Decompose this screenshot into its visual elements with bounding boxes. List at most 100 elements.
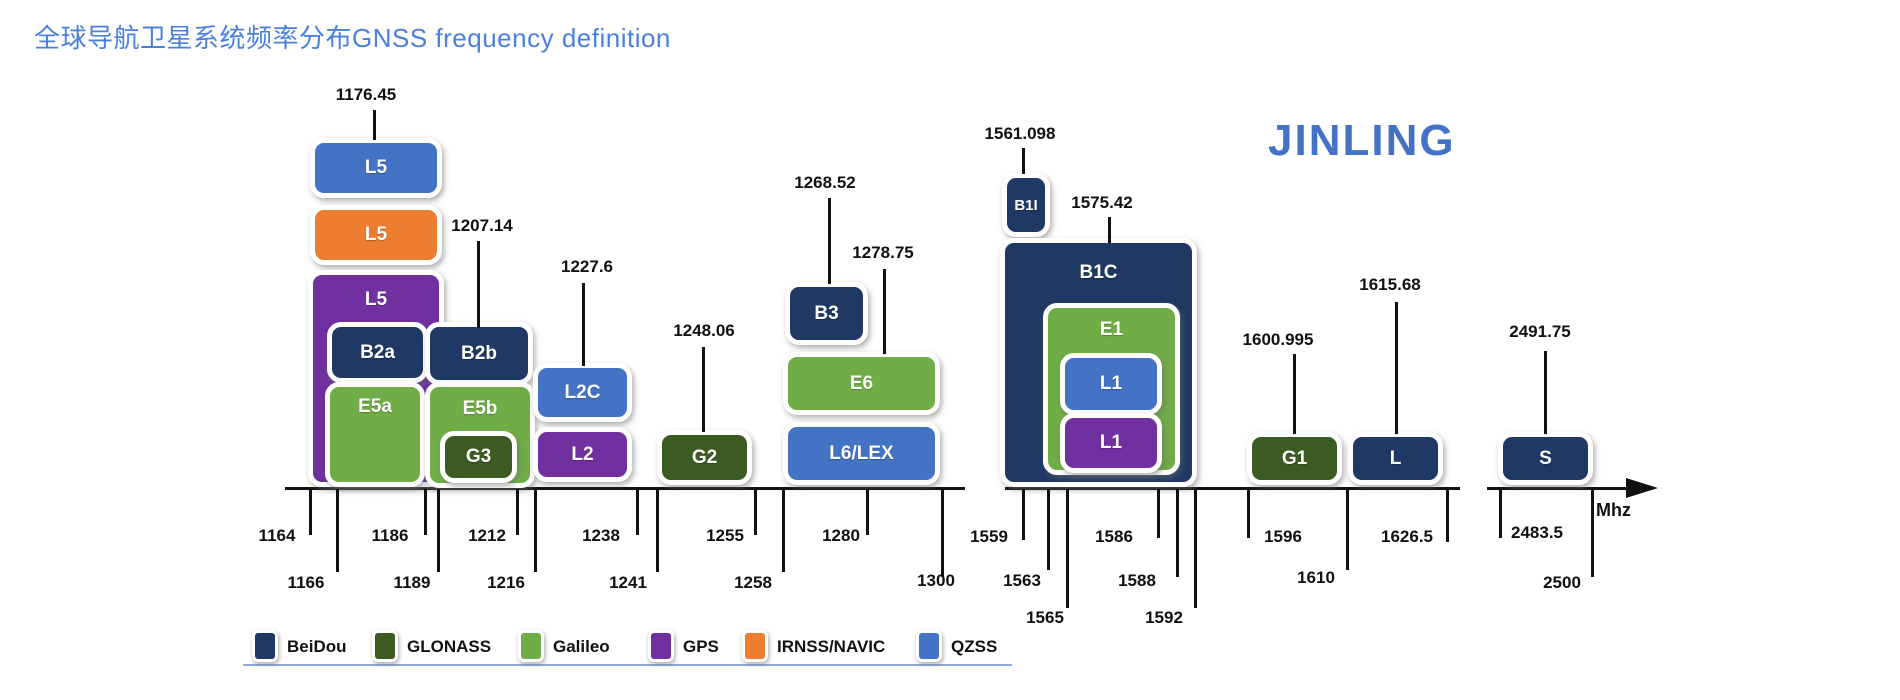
band-l2: L2 bbox=[533, 427, 632, 482]
axis-tick-label-1255: 1255 bbox=[706, 526, 744, 545]
frequency-marker-label-2491.75: 2491.75 bbox=[1509, 322, 1571, 341]
frequency-marker-line-1600.995 bbox=[1293, 354, 1296, 434]
page-title: 全球导航卫星系统频率分布GNSS frequency definition bbox=[34, 23, 671, 53]
band-qzss_l5: L5 bbox=[310, 138, 442, 198]
band-label-sband: S bbox=[1539, 447, 1552, 469]
axis-segment-3 bbox=[1487, 487, 1630, 490]
band-label-gps_l5: L5 bbox=[364, 289, 388, 310]
axis-tick-2500 bbox=[1591, 489, 1594, 577]
axis-tick-label-1238: 1238 bbox=[582, 526, 620, 545]
frequency-marker-line-1268.52 bbox=[828, 198, 831, 284]
band-g2: G2 bbox=[657, 430, 752, 485]
frequency-marker-label-1248.06: 1248.06 bbox=[673, 321, 735, 340]
band-irnss_l5: L5 bbox=[310, 205, 442, 265]
axis-tick-1610 bbox=[1346, 489, 1349, 570]
axis-tick-1300 bbox=[941, 489, 944, 577]
legend-label-qzss: QZSS bbox=[951, 637, 998, 656]
axis-tick-1588 bbox=[1176, 489, 1179, 577]
axis-tick-1565 bbox=[1066, 489, 1069, 608]
axis-tick-label-1280: 1280 bbox=[822, 526, 860, 545]
band-label-b3: B3 bbox=[814, 302, 839, 324]
axis-tick-1258 bbox=[782, 489, 785, 572]
axis-tick-label-1186: 1186 bbox=[371, 526, 409, 545]
legend-label-galileo: Galileo bbox=[553, 637, 610, 656]
frequency-marker-line-1575.42 bbox=[1108, 217, 1111, 243]
band-b2b: B2b bbox=[425, 322, 533, 385]
frequency-marker-line-1227.6 bbox=[582, 283, 585, 366]
frequency-marker-label-1615.68: 1615.68 bbox=[1359, 275, 1421, 294]
frequency-marker-label-1600.995: 1600.995 bbox=[1242, 330, 1314, 349]
band-sband: S bbox=[1498, 432, 1593, 485]
band-g3: G3 bbox=[440, 431, 517, 483]
axis-arrowhead-icon bbox=[1626, 478, 1658, 498]
legend-swatch-irnss bbox=[742, 630, 768, 662]
axis-tick-1238 bbox=[636, 489, 639, 535]
axis-tick-1559 bbox=[1022, 489, 1025, 540]
axis-tick-1212 bbox=[516, 489, 519, 535]
axis-tick-1626.5 bbox=[1446, 489, 1449, 542]
frequency-marker-line-1615.68 bbox=[1395, 302, 1398, 434]
band-label-l1b: L1 bbox=[1099, 432, 1123, 453]
axis-tick-1241 bbox=[656, 489, 659, 572]
legend-label-beidou: BeiDou bbox=[287, 637, 347, 656]
legend-swatch-gps bbox=[648, 630, 674, 662]
band-g1: G1 bbox=[1247, 432, 1342, 485]
frequency-marker-label-1207.14: 1207.14 bbox=[451, 216, 513, 235]
axis-tick-1596 bbox=[1247, 489, 1250, 538]
axis-tick-label-2500: 2500 bbox=[1543, 573, 1581, 592]
axis-tick-label-1258: 1258 bbox=[734, 573, 772, 592]
frequency-marker-label-1176.45: 1176.45 bbox=[335, 85, 397, 104]
brand-logo: JINLING bbox=[1268, 116, 1456, 165]
frequency-marker-line-1207.14 bbox=[477, 241, 480, 328]
band-label-l2: L2 bbox=[571, 443, 594, 465]
axis-tick-label-1563: 1563 bbox=[1003, 571, 1041, 590]
band-label-b1c: B1C bbox=[1079, 262, 1118, 283]
band-l6lex: L6/LEX bbox=[783, 422, 940, 485]
axis-tick-1166 bbox=[336, 489, 339, 572]
axis-tick-1255 bbox=[754, 489, 757, 535]
frequency-marker-label-1278.75: 1278.75 bbox=[852, 243, 914, 262]
frequency-marker-line-2491.75 bbox=[1544, 351, 1547, 434]
axis-tick-label-1166: 1166 bbox=[287, 573, 325, 592]
axis-tick-label-1559: 1559 bbox=[970, 527, 1008, 546]
frequency-marker-line-1561.098 bbox=[1022, 148, 1025, 174]
band-label-irnss_l5: L5 bbox=[364, 224, 388, 245]
axis-tick-1216 bbox=[534, 489, 537, 572]
band-l2c: L2C bbox=[533, 363, 632, 422]
legend-underline bbox=[243, 664, 1012, 666]
axis-tick-label-1212: 1212 bbox=[468, 526, 506, 545]
band-label-g2: G2 bbox=[691, 446, 718, 468]
legend-swatch-beidou bbox=[252, 630, 278, 662]
band-label-e5b: E5b bbox=[462, 398, 498, 419]
axis-tick-1586 bbox=[1157, 489, 1160, 538]
band-label-l1a: L1 bbox=[1099, 373, 1123, 394]
axis-tick-label-1586: 1586 bbox=[1095, 527, 1133, 546]
band-label-l2c: L2C bbox=[564, 381, 601, 403]
axis-tick-label-1216: 1216 bbox=[487, 573, 525, 592]
band-label-e6: E6 bbox=[849, 372, 874, 394]
axis-tick-1563 bbox=[1047, 489, 1050, 570]
axis-tick-1592 bbox=[1194, 489, 1197, 608]
axis-tick-label-1565: 1565 bbox=[1026, 608, 1064, 627]
band-label-l6lex: L6/LEX bbox=[829, 442, 894, 464]
axis-tick-label-1626.5: 1626.5 bbox=[1381, 527, 1433, 546]
axis-tick-label-1241: 1241 bbox=[609, 573, 647, 592]
band-l1a: L1 bbox=[1060, 353, 1162, 415]
band-lband: L bbox=[1348, 432, 1443, 485]
axis-segment-1 bbox=[285, 487, 965, 490]
band-e6: E6 bbox=[783, 352, 940, 415]
axis-tick-label-1300: 1300 bbox=[917, 571, 955, 590]
legend-swatch-glonass bbox=[372, 630, 398, 662]
frequency-marker-line-1248.06 bbox=[702, 347, 705, 432]
axis-tick-label-1189: 1189 bbox=[393, 573, 431, 592]
axis-tick-label-1588: 1588 bbox=[1118, 571, 1156, 590]
band-label-g3: G3 bbox=[465, 446, 492, 467]
frequency-marker-label-1268.52: 1268.52 bbox=[794, 173, 856, 192]
frequency-marker-label-1561.098: 1561.098 bbox=[984, 124, 1056, 143]
band-label-g1: G1 bbox=[1281, 447, 1308, 469]
axis-tick-label-1596: 1596 bbox=[1264, 527, 1302, 546]
band-label-b2a: B2a bbox=[360, 341, 395, 363]
legend-swatch-qzss bbox=[916, 630, 942, 662]
axis-tick-1280 bbox=[866, 489, 869, 535]
